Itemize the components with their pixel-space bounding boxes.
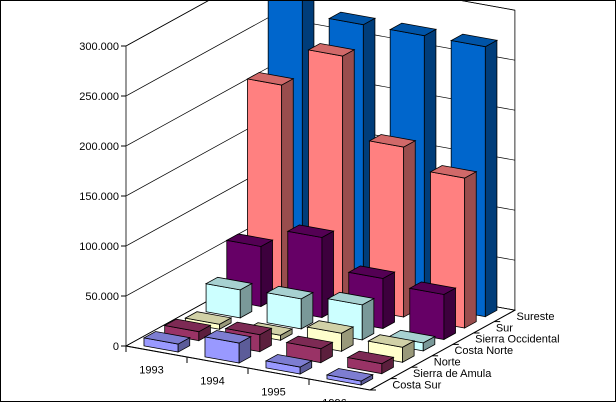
depth-axis xyxy=(369,309,516,391)
bar-top xyxy=(325,368,374,382)
bar-top xyxy=(163,318,212,333)
bar-top xyxy=(264,354,313,368)
bar-top xyxy=(326,291,376,306)
y-tick-label: 300.000 xyxy=(79,41,119,53)
bar-top xyxy=(429,165,478,179)
y-tick-label: 0 xyxy=(113,341,119,353)
bar-side xyxy=(342,49,355,307)
gridline xyxy=(125,1,515,47)
bar-top xyxy=(306,320,355,334)
bar-top xyxy=(285,335,334,350)
y-tick-label: 50.000 xyxy=(85,291,119,303)
bar-side xyxy=(443,287,456,341)
series-label: Sierra de Amula xyxy=(413,368,492,380)
bar-top xyxy=(204,276,254,291)
bar-top xyxy=(307,43,356,57)
series-label: Costa Norte xyxy=(454,345,513,357)
bar-top xyxy=(203,330,252,344)
x-tick-label: 1993 xyxy=(139,365,163,377)
series-label: Costa Sur xyxy=(392,379,441,391)
bar-top xyxy=(346,350,395,365)
bar-front xyxy=(409,287,445,340)
bar-top xyxy=(224,321,273,336)
bar-top xyxy=(367,334,416,348)
y-tick-label: 150.000 xyxy=(79,191,119,203)
bar-top xyxy=(368,134,417,148)
y-tick-label: 100.000 xyxy=(79,241,119,253)
bar-side xyxy=(484,39,498,318)
series-label: Sierra Occidental xyxy=(475,334,559,346)
y-tick-label: 200.000 xyxy=(79,141,119,153)
x-tick-label: 1996 xyxy=(322,398,346,402)
bar-top xyxy=(142,331,191,345)
series-label: Norte xyxy=(434,357,461,369)
bar-side xyxy=(361,297,375,341)
y-tick-label: 250.000 xyxy=(79,91,119,103)
bar-top xyxy=(265,285,315,300)
bar-top xyxy=(246,72,295,86)
bar-top xyxy=(408,281,457,295)
series-label: Sureste xyxy=(517,311,555,323)
x-tick-label: 1994 xyxy=(200,376,224,388)
bar-top xyxy=(225,233,274,247)
x-tick-label: 1995 xyxy=(261,387,285,399)
bar-top xyxy=(347,265,396,279)
bar-top xyxy=(388,22,438,37)
bar-top xyxy=(184,311,233,325)
bar-top xyxy=(449,33,499,48)
series-label: Sur xyxy=(496,322,513,334)
bar-top xyxy=(327,11,377,26)
bar-side xyxy=(464,171,477,329)
bar-side xyxy=(382,271,395,330)
bar-top xyxy=(286,224,335,238)
